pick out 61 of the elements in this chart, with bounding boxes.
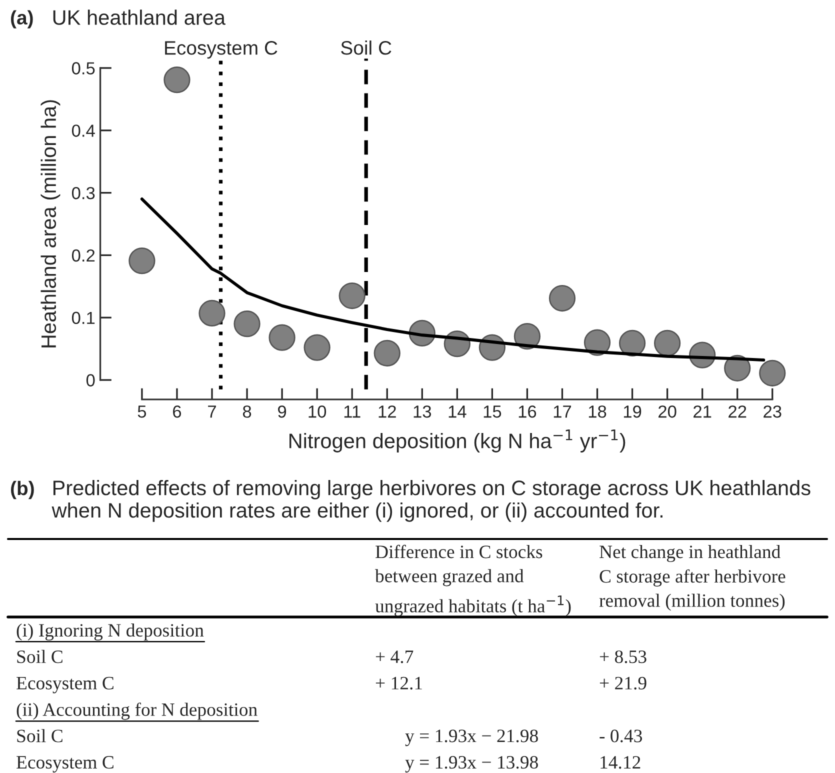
data-label: + 21.9 (600, 676, 646, 690)
text: (a) (10, 10, 33, 28)
x-tick-label: 9 (278, 405, 286, 418)
x-tick-label: 5 (138, 406, 146, 418)
chart-title: UK heathland area (53, 10, 226, 25)
point (374, 340, 400, 366)
x-tick-label: 8 (242, 405, 252, 418)
category-label: Soil C (17, 729, 62, 742)
point (304, 334, 330, 361)
data-label: + 4.7 (376, 650, 414, 664)
x-tick-label: 6 (173, 405, 182, 418)
x-axis-title: Nitrogen deposition (kg N ha$^{−1}$ yr$^{−1}$) (289, 430, 626, 452)
category-label: (ii) Accounting for N deposition (16, 702, 258, 720)
x-tick-label: 17 (554, 406, 572, 418)
x-tick-label: 12 (378, 405, 396, 418)
point (338, 282, 366, 310)
x-tick-label: 16 (518, 405, 536, 418)
text: Predicted effects of removing large herbivores on C storage across UK heathlands when N deposition rates are either (i) ignored, or (ii) accounted for. (52, 480, 810, 522)
point (654, 330, 681, 356)
x-tick-label: 20 (658, 405, 676, 418)
x-tick-label: 21 (694, 405, 712, 418)
y-tick-label: 0.2 (72, 249, 95, 262)
x-tick-label: 13 (414, 405, 432, 418)
point (618, 330, 646, 356)
x-tick-label: 15 (484, 406, 502, 418)
text: Difference in C stocks between grazed and ungrazed habitats (t ha$^{−1}$) (375, 544, 571, 616)
x-tick-label: 14 (448, 406, 466, 418)
y-tick-label: 0.1 (72, 312, 95, 324)
category-label: Soil C (17, 650, 62, 664)
point (198, 300, 226, 327)
data-label: + 8.53 (600, 650, 646, 664)
point (548, 284, 576, 312)
x-tick-label: 22 (728, 405, 746, 418)
y-tick-label: 0.4 (72, 124, 95, 137)
x-tick-label: 11 (344, 406, 360, 418)
data-label: 14.12 (600, 756, 640, 769)
category-label: Ecosystem C (16, 756, 114, 772)
data-label: y = 1.93x − 13.98 (405, 756, 538, 772)
category-label: Ecosystem C (16, 676, 114, 694)
text: Net change in heathland C storage after herbivore removal (million tonnes) (599, 545, 786, 611)
y-axis-title: Heathland area (million ha) (40, 100, 60, 348)
category-label: (i) Ignoring N deposition (16, 623, 204, 641)
x-tick-label: 7 (208, 406, 216, 418)
y-tick-label: 0 (86, 374, 95, 386)
point (234, 310, 260, 338)
x-tick-label: 18 (588, 405, 606, 418)
data-label: - 0.43 (600, 730, 642, 742)
point (164, 66, 190, 94)
data-label: + 12.1 (376, 676, 422, 690)
point (759, 360, 786, 386)
x-tick-label: 23 (764, 405, 782, 418)
y-tick-label: 0.5 (72, 62, 95, 74)
data-label: y = 1.93x − 21.98 (405, 730, 538, 746)
point (268, 324, 296, 351)
y-tick-label: 0.3 (72, 186, 95, 200)
ref-line-label: Soil C (341, 40, 392, 55)
x-tick-label: 10 (308, 405, 326, 418)
point (128, 248, 156, 274)
text: (b) (10, 480, 34, 500)
x-tick-label: 19 (624, 405, 642, 418)
ref-line-label: Ecosystem C (165, 41, 278, 59)
